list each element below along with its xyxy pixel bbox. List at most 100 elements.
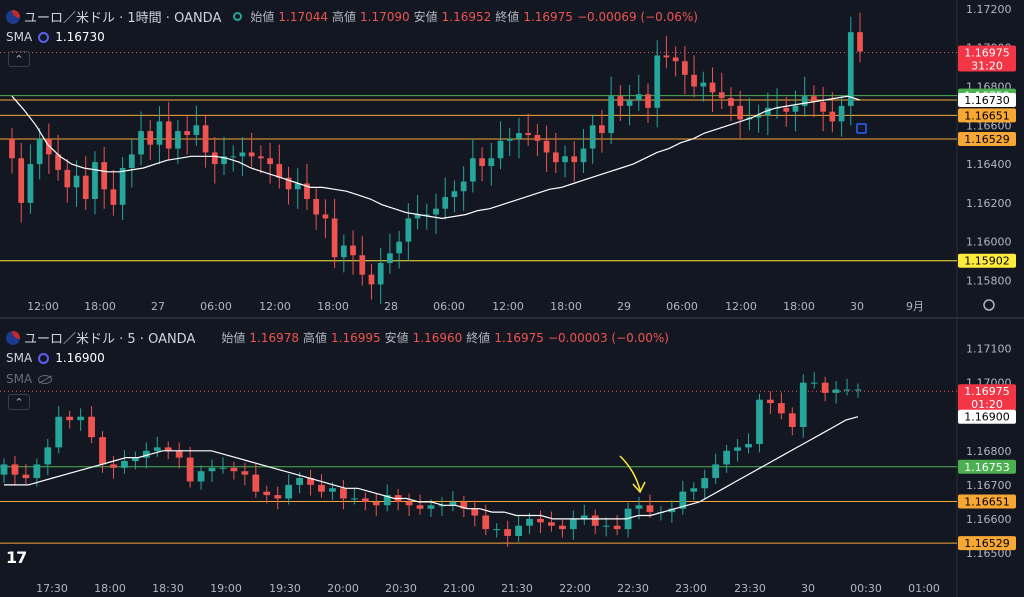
- candle-body: [734, 447, 741, 451]
- panel1-symbol[interactable]: ユーロ／米ドル · 1時間 · OANDA: [24, 11, 222, 26]
- candle-body: [728, 98, 734, 106]
- x-tick-label: 22:00: [559, 582, 591, 595]
- candle-body: [832, 389, 840, 393]
- x-tick-label: 29: [617, 300, 631, 313]
- x-tick-label: 12:00: [725, 300, 757, 313]
- hidden-eye-icon[interactable]: [38, 374, 53, 384]
- candle-body: [156, 121, 163, 145]
- candle-body: [252, 474, 260, 492]
- candle-body: [82, 175, 89, 199]
- candle-body: [599, 125, 605, 134]
- candle-body: [147, 131, 154, 145]
- candle-body: [801, 96, 808, 106]
- candle-body: [783, 107, 790, 112]
- candle-body: [679, 491, 687, 509]
- x-tick-label: 18:00: [84, 300, 116, 313]
- x-tick-label: 9月: [906, 300, 924, 313]
- candle-body: [764, 107, 771, 116]
- candle-body: [405, 218, 412, 242]
- candle-body: [591, 515, 599, 526]
- x-tick-label: 17:30: [36, 582, 68, 595]
- candle-body: [608, 96, 614, 134]
- candle-body: [552, 152, 559, 163]
- x-tick-label: 28: [384, 300, 398, 313]
- price-tag-label: 1.16975: [964, 47, 1010, 60]
- price-tag-label: 1.16651: [964, 109, 1010, 122]
- open-value: 1.16978: [249, 330, 300, 345]
- candle-body: [709, 82, 716, 93]
- candle-body: [221, 156, 227, 165]
- candle-body: [843, 389, 851, 391]
- candle-body: [55, 416, 63, 448]
- candle-body: [128, 154, 135, 168]
- price-tag-label: 1.16900: [964, 411, 1010, 424]
- candle-body: [774, 107, 780, 109]
- candle-body: [449, 501, 457, 506]
- candle-body: [569, 518, 577, 530]
- panel1-sma-legend[interactable]: SMA 1.16730: [6, 30, 105, 44]
- axis-settings-icon: [983, 299, 995, 311]
- panel2-sma2-legend[interactable]: SMA: [6, 372, 53, 386]
- candle-body: [359, 255, 366, 275]
- candle-body: [810, 382, 818, 384]
- x-tick-label: 23:30: [734, 582, 766, 595]
- sma-settings-icon[interactable]: [38, 352, 50, 364]
- panel2-header: ユーロ／米ドル · 5 · OANDA 始値 1.16978 高値 1.16995 …: [6, 328, 669, 347]
- price-tag-label: 1.16975: [964, 385, 1010, 398]
- x-tick-label: 18:00: [783, 300, 815, 313]
- candle-body: [153, 447, 161, 451]
- y-tick-label: 1.16600: [966, 513, 1012, 526]
- candle-body: [99, 437, 106, 465]
- x-tick-label: 22:30: [617, 582, 649, 595]
- candle-body: [73, 175, 80, 188]
- high-value: 1.17090: [360, 9, 410, 24]
- panel2-symbol[interactable]: ユーロ／米ドル · 5 · OANDA: [24, 332, 196, 347]
- market-status-icon: [233, 12, 243, 21]
- eurusd-flag-icon: [6, 9, 20, 24]
- candle-body: [635, 94, 642, 101]
- x-tick-label: 19:30: [269, 582, 301, 595]
- candle-body: [543, 140, 550, 153]
- candle-body: [164, 447, 172, 451]
- x-tick-label: 12:00: [27, 300, 59, 313]
- candle-body: [504, 529, 512, 536]
- candle-body: [0, 464, 8, 475]
- candle-body: [558, 525, 566, 530]
- candle-body: [350, 498, 358, 500]
- candle-body: [193, 125, 200, 135]
- panel1-collapse-button[interactable]: ⌃: [8, 51, 30, 67]
- candle-body: [322, 214, 329, 219]
- change-value: −0.00069 (−0.06%): [576, 9, 698, 24]
- candle-body: [175, 131, 181, 149]
- x-tick-label: 06:00: [666, 300, 698, 313]
- low-value: 1.16952: [441, 9, 492, 24]
- price-tag-green: [958, 459, 1016, 474]
- candle-body: [219, 467, 227, 469]
- candle-body: [548, 522, 555, 526]
- candle-body: [755, 115, 762, 118]
- price-tag-label: 1.16529: [964, 537, 1010, 550]
- candle-body: [799, 382, 807, 427]
- price-tag-label: 1.16730: [964, 94, 1010, 107]
- candle-body: [296, 478, 304, 485]
- panel2-sma-legend[interactable]: SMA 1.16900: [6, 351, 105, 365]
- tradingview-logo: 17: [6, 548, 27, 567]
- price-tag-orange: [958, 108, 1016, 123]
- candle-body: [571, 156, 578, 163]
- sma-settings-icon[interactable]: [38, 31, 50, 43]
- candle-body: [460, 181, 467, 192]
- x-tick-label: 18:30: [152, 582, 184, 595]
- low-value: 1.16960: [412, 330, 463, 345]
- price-tag-label: 1.16651: [964, 496, 1010, 509]
- candle-body: [318, 484, 325, 492]
- candle-body: [304, 183, 310, 199]
- candle-body: [613, 525, 621, 530]
- candle-body: [202, 125, 209, 153]
- candle-body: [263, 491, 271, 496]
- candle-body: [416, 505, 424, 509]
- candle-body: [119, 167, 126, 205]
- candle-body: [414, 214, 421, 219]
- x-tick-label: 21:00: [443, 582, 475, 595]
- panel2-collapse-button[interactable]: ⌃: [8, 394, 30, 410]
